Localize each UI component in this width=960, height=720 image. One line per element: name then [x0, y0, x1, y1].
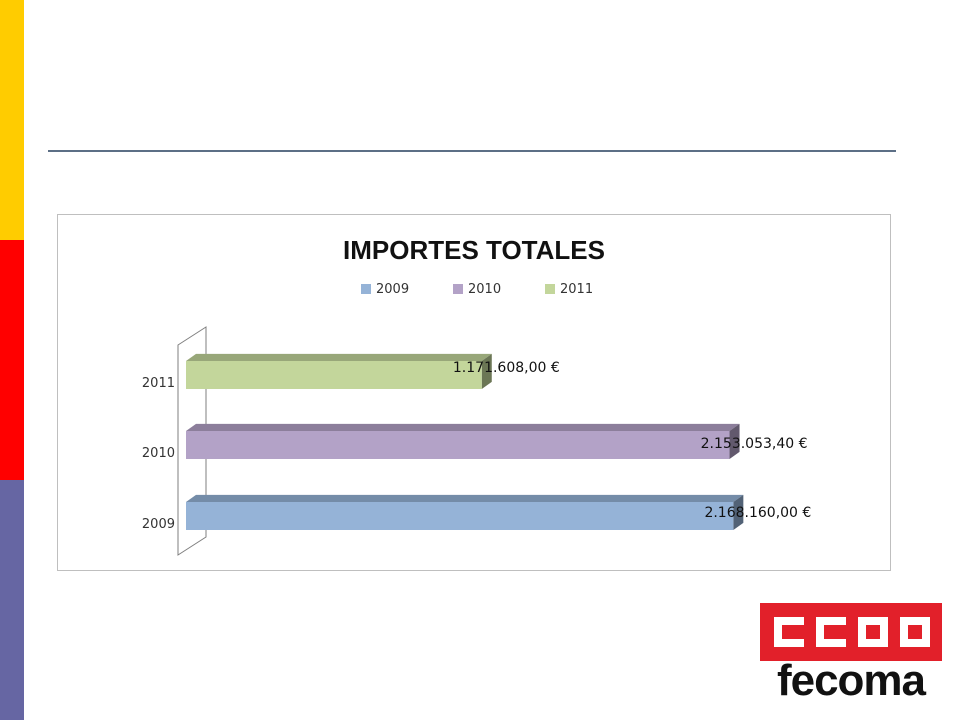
- data-labels: 2.168.160,00 € 2.153.053,40 € 1.171.608,00…: [453, 360, 811, 521]
- category-axis: 2009 2010 2011: [142, 376, 175, 532]
- bar-2009: [186, 502, 734, 530]
- bar-side-2009: [733, 494, 744, 530]
- bar-side-2011: [481, 353, 492, 389]
- logo-wordmark: fecoma: [776, 656, 926, 705]
- ccoo-emblem: [760, 603, 942, 661]
- chart-bars: [186, 353, 744, 530]
- side-band-red: [0, 240, 24, 480]
- chart-legend: 2009 2010 2011: [361, 282, 593, 297]
- bar-top-2010: [186, 423, 740, 431]
- side-band-yellow: [0, 0, 24, 240]
- bar-side-2010: [729, 423, 740, 459]
- legend-label-2011: 2011: [560, 282, 593, 297]
- side-band-blue: [0, 480, 24, 720]
- bar-top-2009: [186, 494, 744, 502]
- bar-2010: [186, 431, 730, 459]
- data-label-2009: 2.168.160,00 €: [704, 505, 811, 521]
- fecoma-logo: fecoma: [760, 603, 942, 713]
- category-label-2011: 2011: [142, 376, 175, 391]
- side-color-band: [0, 0, 24, 720]
- category-label-2010: 2010: [142, 446, 175, 461]
- chart-axis-wall: [177, 326, 207, 556]
- legend-label-2009: 2009: [376, 282, 409, 297]
- category-label-2009: 2009: [142, 517, 175, 532]
- chart-title: IMPORTES TOTALES: [343, 235, 605, 265]
- legend-swatch-2009: [361, 284, 371, 294]
- chart-frame: IMPORTES TOTALES 2009 2010 2011 2009 2010 20…: [57, 214, 891, 571]
- legend-label-2010: 2010: [468, 282, 501, 297]
- data-label-2010: 2.153.053,40 €: [701, 436, 808, 452]
- data-label-2011: 1.171.608,00 €: [453, 360, 560, 376]
- legend-swatch-2011: [545, 284, 555, 294]
- legend-swatch-2010: [453, 284, 463, 294]
- bar-2011: [186, 361, 482, 389]
- chart: IMPORTES TOTALES 2009 2010 2011 2009201020…: [142, 235, 811, 556]
- chart-back-wall: [177, 326, 207, 556]
- bar-top-2011: [186, 353, 492, 361]
- title-divider: [48, 150, 896, 152]
